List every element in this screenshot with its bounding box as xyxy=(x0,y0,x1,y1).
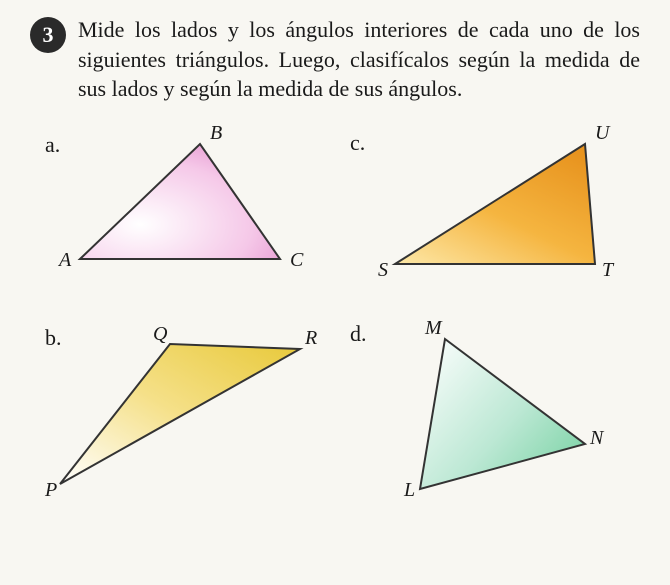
triangle-a-cell: a. A B C xyxy=(45,124,320,309)
vertex-a-B: B xyxy=(210,122,222,145)
triangle-a-svg xyxy=(45,124,315,284)
exercise-number-badge: 3 xyxy=(30,17,66,53)
vertex-a-C: C xyxy=(290,249,303,272)
triangle-d-svg xyxy=(350,319,620,504)
triangle-a-shape xyxy=(80,144,280,259)
vertex-a-A: A xyxy=(59,249,71,272)
triangles-grid: a. A B C c. xyxy=(30,124,640,504)
vertex-d-L: L xyxy=(404,479,415,502)
triangle-d-cell: d. L M N xyxy=(350,319,625,504)
vertex-c-U: U xyxy=(595,122,609,145)
triangle-d-shape xyxy=(420,339,585,489)
triangle-c-svg xyxy=(350,124,630,284)
vertex-d-M: M xyxy=(425,317,442,340)
triangle-c-shape xyxy=(395,144,595,264)
vertex-c-S: S xyxy=(378,259,388,282)
vertex-b-R: R xyxy=(305,327,317,350)
exercise-header: 3 Mide los lados y los ángulos interiore… xyxy=(30,15,640,104)
vertex-b-Q: Q xyxy=(153,323,167,346)
exercise-instruction: Mide los lados y los ángulos interiores … xyxy=(78,15,640,104)
vertex-d-N: N xyxy=(590,427,603,450)
triangle-b-cell: b. P Q R xyxy=(45,319,320,504)
exercise-number: 3 xyxy=(43,22,54,48)
triangle-c-cell: c. S T U xyxy=(350,124,625,309)
triangle-b-shape xyxy=(60,344,300,484)
vertex-c-T: T xyxy=(602,259,613,282)
vertex-b-P: P xyxy=(45,479,57,502)
triangle-b-svg xyxy=(45,319,325,504)
